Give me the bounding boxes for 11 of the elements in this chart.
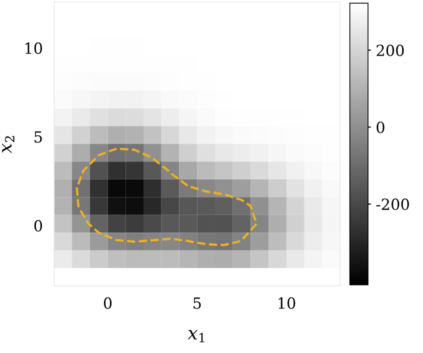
x-tick-label: 5 bbox=[194, 298, 201, 309]
y-tick-label: 10 bbox=[25, 42, 42, 54]
color-bar-label: -200 bbox=[376, 198, 409, 210]
y-tick-label: 0 bbox=[34, 220, 42, 232]
x-tick-label: 10 bbox=[278, 297, 296, 309]
y-axis-title: x$_{2}$ bbox=[2, 136, 14, 154]
color-bar-label: 0 bbox=[376, 122, 384, 134]
y-tick-label: 5 bbox=[34, 131, 42, 143]
color-bar-label: 200 bbox=[376, 44, 404, 56]
x-tick-label: 0 bbox=[104, 297, 112, 309]
x-axis-title: x$_{1}$ bbox=[188, 330, 204, 342]
